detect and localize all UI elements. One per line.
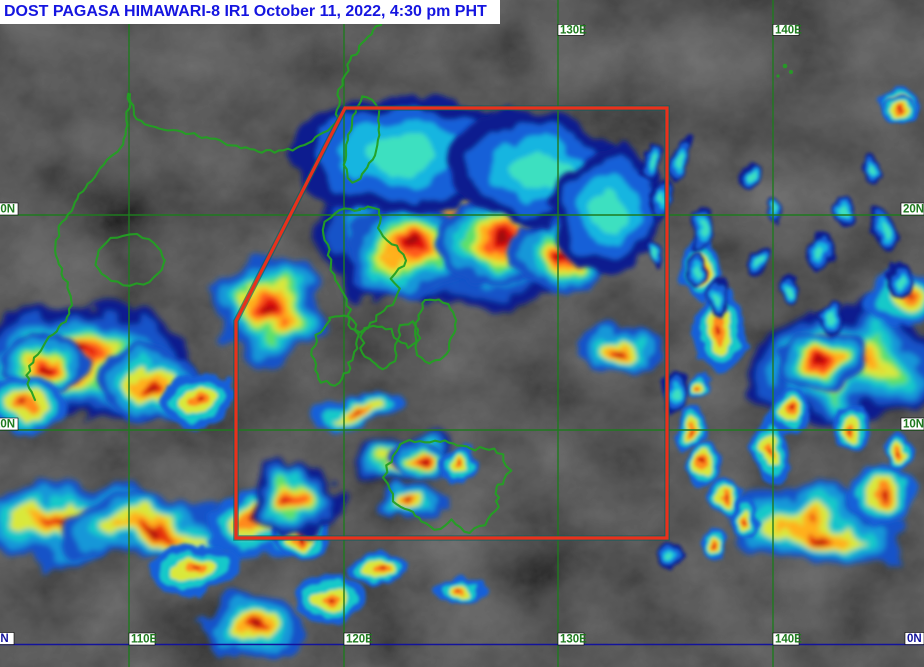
svg-text:130E: 130E [560, 634, 587, 646]
svg-text:0N: 0N [907, 633, 922, 645]
svg-text:20N: 20N [903, 204, 924, 216]
svg-text:140E: 140E [775, 634, 802, 646]
svg-text:20N: 20N [0, 204, 15, 216]
svg-text:140E: 140E [775, 25, 802, 37]
svg-text:110E: 110E [131, 634, 158, 646]
svg-text:10N: 10N [903, 419, 924, 431]
svg-text:0N: 0N [0, 633, 9, 645]
svg-text:10N: 10N [0, 419, 15, 431]
svg-text:130E: 130E [560, 25, 587, 37]
svg-text:120E: 120E [346, 634, 373, 646]
